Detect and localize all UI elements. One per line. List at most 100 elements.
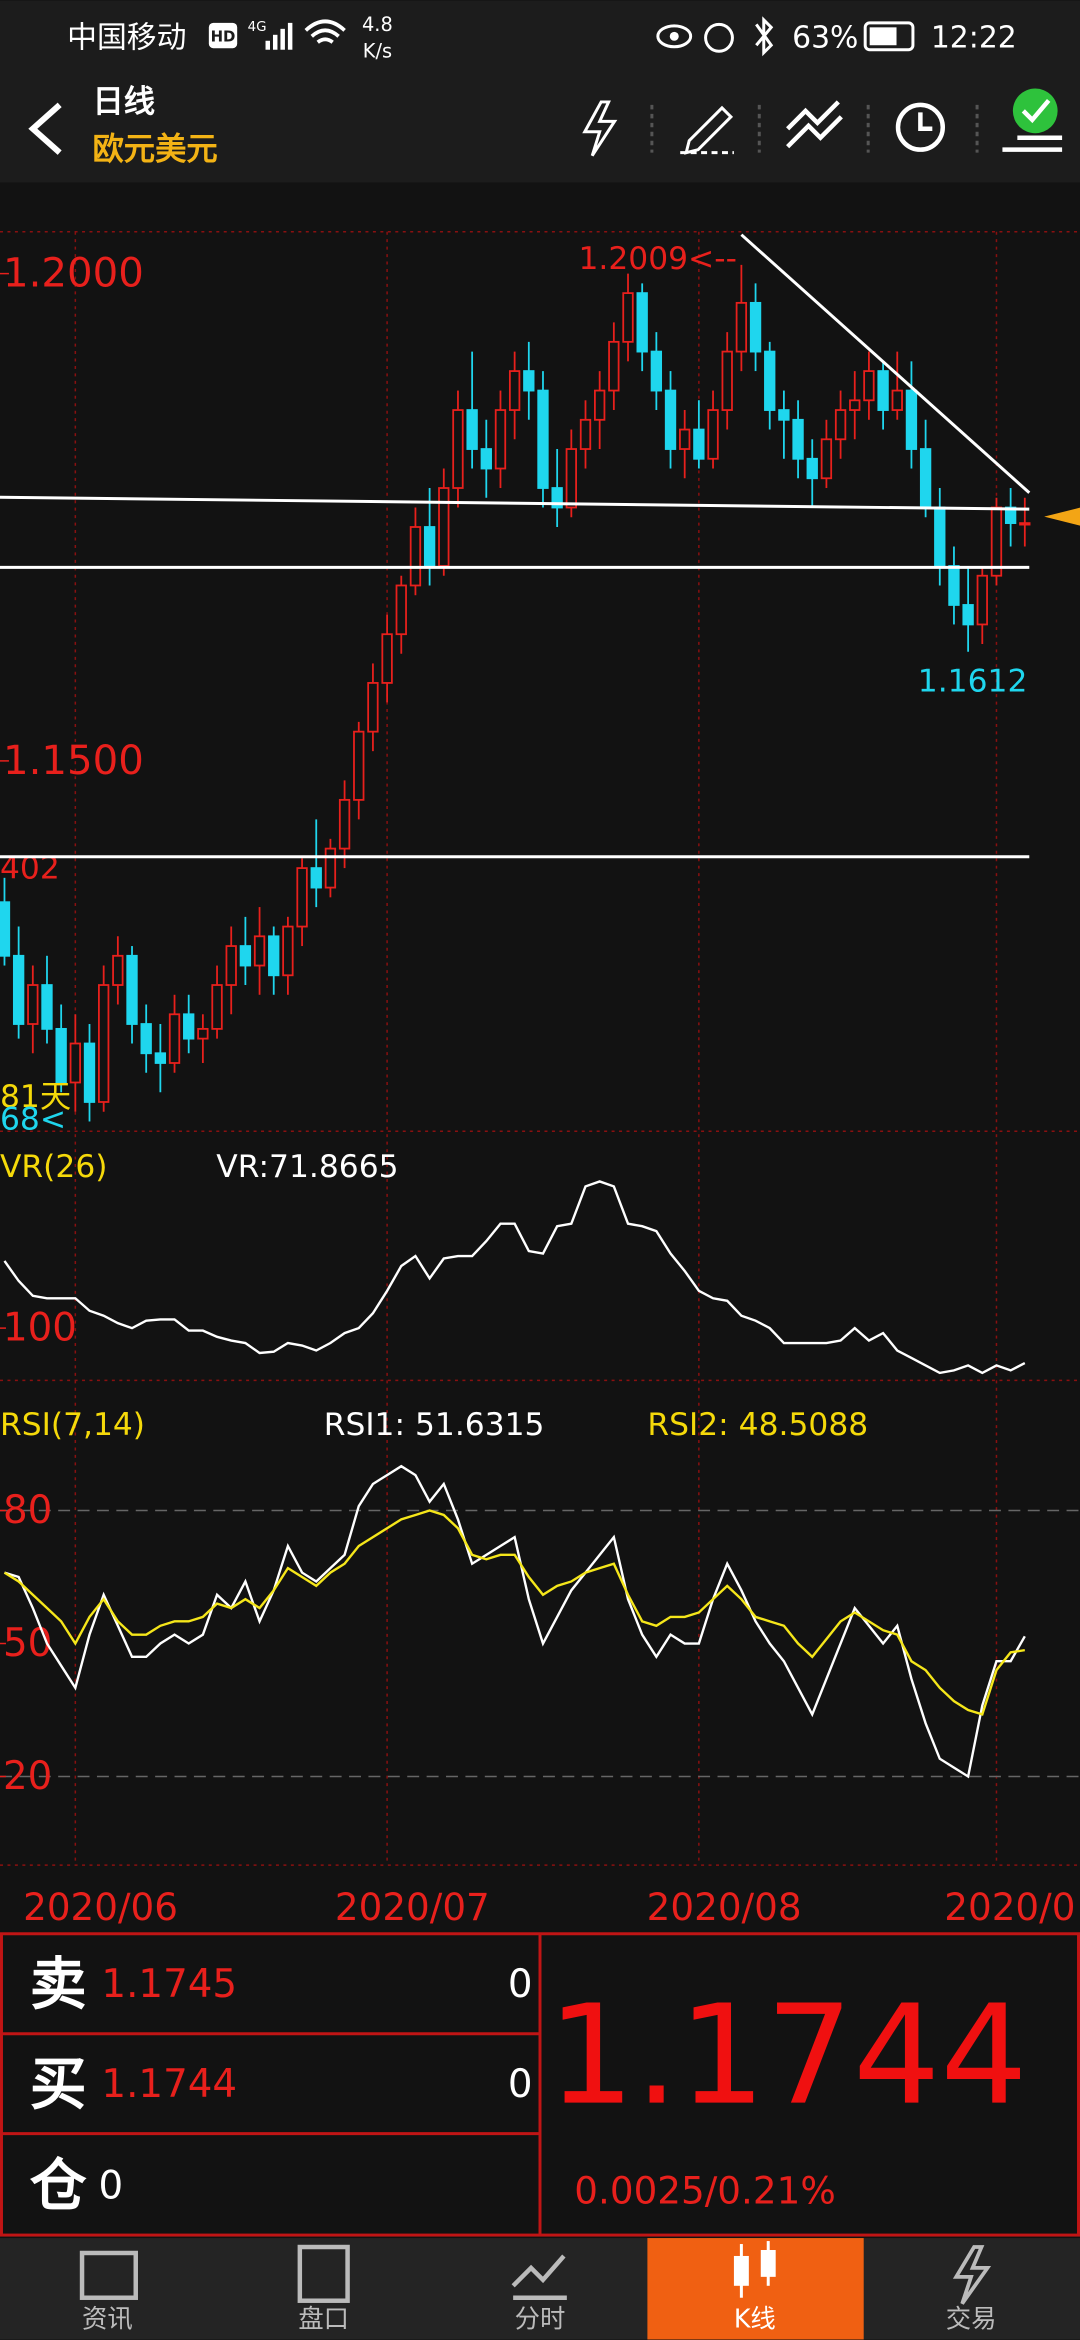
- clock-hands: [918, 112, 933, 132]
- candle-body: [962, 604, 974, 626]
- x-tick-label: 2020/06: [23, 1885, 178, 1929]
- candle-body: [409, 526, 422, 587]
- eye-icon: [656, 24, 693, 49]
- nav-bar: [0, 2238, 1080, 2340]
- candle-body: [480, 448, 492, 470]
- nav-icon-time: [511, 2254, 567, 2300]
- candle-body: [395, 584, 407, 636]
- candle-body: [919, 448, 932, 509]
- indicator-line: [4, 1464, 1026, 1779]
- clock-button[interactable]: [895, 102, 945, 152]
- candle-body: [140, 1023, 152, 1055]
- candle-body: [112, 954, 124, 986]
- nav-tab[interactable]: K线: [734, 2304, 776, 2334]
- partial-label: 81天: [0, 1079, 71, 1115]
- candle-body: [126, 954, 138, 1025]
- candle-body: [324, 847, 337, 889]
- candle-body: [891, 389, 903, 411]
- alarm-icon: [704, 22, 734, 53]
- candle-body: [98, 984, 110, 1103]
- y-tick-label: 1.2000: [3, 251, 144, 297]
- candle-body: [466, 409, 478, 450]
- back-button[interactable]: [28, 102, 62, 155]
- draw-button[interactable]: [684, 105, 734, 155]
- nav-tab[interactable]: 资讯: [82, 2304, 133, 2334]
- x-tick-label: 2020/07: [335, 1885, 490, 1929]
- indicator-button[interactable]: [786, 100, 843, 149]
- candle-body: [593, 389, 606, 421]
- speed-unit: K/s: [363, 40, 392, 63]
- candle-body: [1019, 522, 1031, 526]
- x-tick-label: 2020/08: [647, 1885, 802, 1929]
- candle-body: [253, 935, 266, 967]
- candle-body: [679, 428, 691, 450]
- candle-body: [778, 409, 790, 421]
- carrier: 中国移动: [67, 20, 186, 55]
- candle-body: [523, 370, 535, 392]
- header-title: 日线: [92, 84, 155, 120]
- drawn-lines: [0, 233, 1031, 859]
- panel-borders: [0, 230, 1080, 1866]
- wifi-icon: [304, 19, 346, 44]
- candle-body: [225, 945, 237, 986]
- candle-body: [69, 1042, 81, 1084]
- nav-tab[interactable]: 分时: [515, 2304, 566, 2334]
- nav-icon-trade: [952, 2245, 992, 2305]
- candle-body: [792, 418, 804, 460]
- y-tick-label: 100: [3, 1306, 77, 1351]
- indicator-title: RSI(7,14): [0, 1407, 145, 1443]
- candle-body: [565, 448, 577, 509]
- clock: 12:22: [931, 20, 1017, 55]
- candle-body: [990, 506, 1003, 577]
- plot-area: 2020/06 2020/07 2020/08 2020/0 1.2000 1.1500 1…: [0, 231, 1080, 1929]
- candle-body: [650, 350, 663, 392]
- position-value: 0: [98, 2163, 123, 2208]
- nav-icon-book: [297, 2244, 350, 2303]
- candle-body: [849, 399, 861, 411]
- bid-price: 1.1744: [101, 2062, 237, 2107]
- candle-body: [948, 565, 960, 606]
- quote-grid: [0, 1932, 1080, 2237]
- candle-body: [721, 350, 733, 411]
- candle-body: [508, 370, 521, 411]
- battery-percent: 63%: [792, 20, 858, 55]
- candle-body: [452, 409, 464, 489]
- candle-body: [168, 1013, 181, 1064]
- ask-label: 卖: [30, 1951, 87, 2017]
- menu-lines: [1002, 135, 1063, 152]
- nav-icon-kline: [733, 2241, 776, 2298]
- network: 4G: [248, 20, 267, 35]
- eye-pupil: [669, 31, 679, 41]
- signal-icon: [265, 22, 293, 50]
- candle-body: [310, 867, 322, 889]
- candle-body: [976, 574, 988, 626]
- flash-button[interactable]: [582, 100, 618, 157]
- candle-body: [27, 984, 39, 1025]
- hd-badge: [208, 22, 238, 49]
- price-pointer: [1044, 507, 1080, 526]
- candle-body: [268, 935, 280, 977]
- nav-labels: 资讯 盘口 分时 K线 交易: [82, 2304, 996, 2334]
- candle-body: [41, 984, 53, 1030]
- nav-tab[interactable]: 交易: [946, 2304, 997, 2334]
- battery-level: [869, 27, 897, 46]
- candle-body: [211, 984, 223, 1030]
- indicator-line: [3, 1180, 1026, 1375]
- ask-price: 1.1745: [101, 1962, 237, 2007]
- candle-body: [537, 389, 549, 489]
- speed: 4.8: [362, 13, 393, 36]
- candle-body: [338, 798, 351, 850]
- x-tick-label: 2020/0: [944, 1885, 1075, 1929]
- partial-label: 68<: [0, 1101, 66, 1137]
- candle-body: [934, 506, 946, 567]
- candle-body: [367, 682, 379, 733]
- candle-body: [834, 409, 847, 441]
- nav-tab[interactable]: 盘口: [298, 2304, 349, 2334]
- price-change: 0.0025/0.21%: [574, 2168, 835, 2212]
- candle-body: [494, 409, 507, 470]
- candle-body: [636, 292, 648, 353]
- candle-body: [749, 301, 762, 353]
- status-check[interactable]: [1012, 88, 1058, 134]
